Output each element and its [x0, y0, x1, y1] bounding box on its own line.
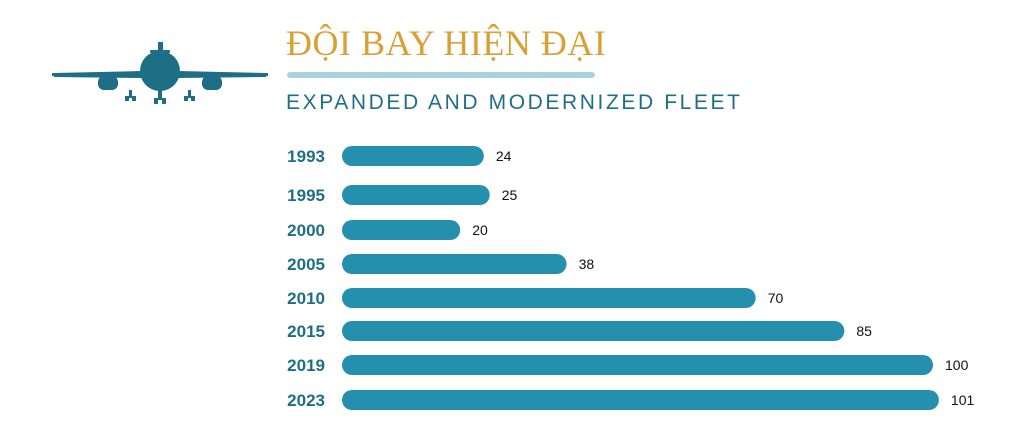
- value-label-2000: 20: [472, 222, 488, 238]
- value-label-2023: 101: [951, 392, 975, 408]
- bar-2015: [342, 321, 845, 341]
- year-label-2010: 2010: [287, 289, 325, 308]
- bar-2019: [342, 355, 933, 375]
- title-underline: [287, 72, 595, 78]
- value-label-2010: 70: [768, 290, 784, 306]
- value-label-2015: 85: [856, 323, 872, 339]
- year-label-2019: 2019: [287, 356, 325, 375]
- bar-2010: [342, 288, 756, 308]
- chart-subtitle: EXPANDED AND MODERNIZED FLEET: [286, 91, 743, 114]
- bar-1993: [342, 146, 484, 166]
- value-label-1995: 25: [502, 187, 518, 203]
- chart-title: ĐỘI BAY HIỆN ĐẠI: [286, 23, 607, 63]
- year-label-2015: 2015: [287, 322, 325, 341]
- bar-2023: [342, 390, 939, 410]
- airplane-icon: [52, 42, 268, 104]
- year-label-1993: 1993: [287, 147, 325, 166]
- bar-2000: [342, 220, 461, 240]
- value-label-2019: 100: [945, 357, 969, 373]
- value-label-2005: 38: [579, 256, 595, 272]
- year-label-2023: 2023: [287, 391, 325, 410]
- value-label-1993: 24: [496, 148, 512, 164]
- year-label-1995: 1995: [287, 186, 325, 205]
- year-label-2005: 2005: [287, 255, 325, 274]
- bar-2005: [342, 254, 567, 274]
- bar-1995: [342, 185, 490, 205]
- year-label-2000: 2000: [287, 221, 325, 240]
